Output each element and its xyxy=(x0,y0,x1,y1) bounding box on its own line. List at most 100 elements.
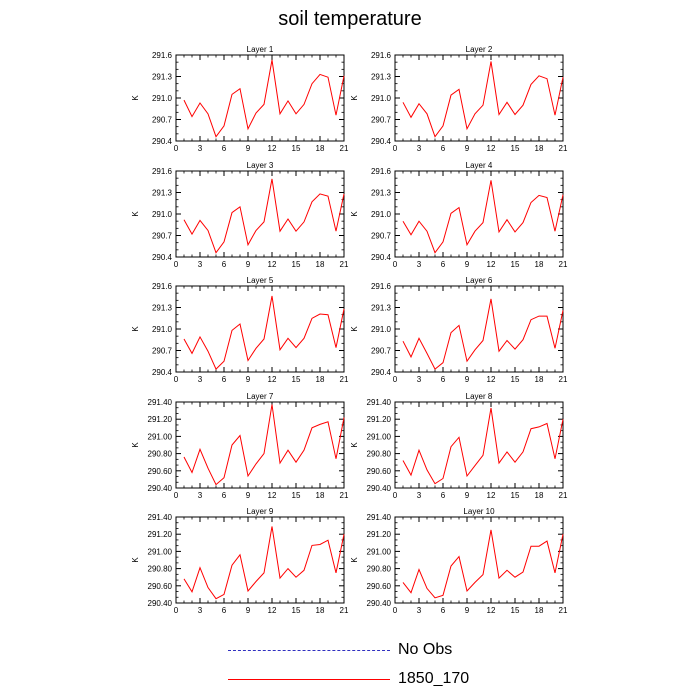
x-tick-label: 12 xyxy=(268,606,277,615)
x-tick-label: 0 xyxy=(393,375,398,384)
y-axis-label: K xyxy=(131,326,140,332)
x-tick-label: 18 xyxy=(316,260,325,269)
x-tick-label: 0 xyxy=(393,260,398,269)
y-tick-label: 291.00 xyxy=(367,547,392,556)
y-tick-label: 291.3 xyxy=(371,73,392,82)
panel-layer-3: Layer 3 K 0 3 6 9 12 15 18 21 290.4 290.7 291.0 291.3… xyxy=(131,161,349,269)
panel-title: Layer 8 xyxy=(466,392,493,401)
plot-frame xyxy=(175,285,345,373)
x-tick-label: 18 xyxy=(535,260,544,269)
y-axis-label: K xyxy=(350,95,359,101)
legend-label: No Obs xyxy=(398,641,453,658)
panel-title: Layer 10 xyxy=(463,507,495,516)
panel-layer-4: Layer 4 K 0 3 6 9 12 15 18 21 290.4 290.7 291.0 291.3… xyxy=(350,161,568,269)
x-tick-label: 6 xyxy=(222,491,227,500)
x-tick-label: 15 xyxy=(292,375,301,384)
x-tick-label: 0 xyxy=(174,260,179,269)
y-tick-label: 291.20 xyxy=(367,530,392,539)
panel-title: Layer 3 xyxy=(247,161,274,170)
x-tick-label: 6 xyxy=(441,260,446,269)
x-tick-label: 12 xyxy=(268,260,277,269)
x-tick-label: 12 xyxy=(487,144,496,153)
panel-layer-2: Layer 2 K 0 3 6 9 12 15 18 21 290.4 290.7 291.0 291.3… xyxy=(350,45,568,153)
plot-frame xyxy=(394,401,564,489)
x-tick-label: 6 xyxy=(441,491,446,500)
x-tick-label: 3 xyxy=(417,606,422,615)
x-tick-label: 6 xyxy=(222,144,227,153)
x-tick-label: 9 xyxy=(246,144,251,153)
y-tick-label: 290.80 xyxy=(367,450,392,459)
y-tick-label: 291.3 xyxy=(371,189,392,198)
panel-title: Layer 5 xyxy=(247,276,274,285)
y-tick-label: 291.3 xyxy=(152,304,173,313)
panel-title: Layer 2 xyxy=(466,45,493,54)
y-tick-label: 290.7 xyxy=(371,116,392,125)
x-tick-label: 3 xyxy=(417,144,422,153)
y-tick-label: 291.00 xyxy=(148,432,173,441)
x-tick-label: 9 xyxy=(465,375,470,384)
y-tick-label: 290.60 xyxy=(148,582,173,591)
x-tick-label: 21 xyxy=(559,606,568,615)
y-tick-label: 291.0 xyxy=(152,210,173,219)
x-tick-label: 21 xyxy=(559,260,568,269)
y-tick-label: 290.4 xyxy=(152,253,173,262)
y-tick-label: 291.6 xyxy=(371,51,392,60)
y-tick-label: 291.40 xyxy=(148,398,173,407)
y-axis-label: K xyxy=(350,211,359,217)
y-axis-label: K xyxy=(350,326,359,332)
x-tick-label: 15 xyxy=(511,491,520,500)
panel-title: Layer 6 xyxy=(466,276,493,285)
x-tick-label: 21 xyxy=(559,491,568,500)
y-tick-label: 290.4 xyxy=(152,368,173,377)
y-tick-label: 290.60 xyxy=(148,467,173,476)
x-tick-label: 12 xyxy=(487,606,496,615)
legend-entry-1850-170: 1850_170 xyxy=(228,670,488,690)
panel-title: Layer 4 xyxy=(466,161,493,170)
x-tick-label: 6 xyxy=(441,606,446,615)
y-tick-label: 291.20 xyxy=(148,415,173,424)
plot-frame xyxy=(175,516,345,604)
x-tick-label: 18 xyxy=(535,375,544,384)
x-tick-label: 0 xyxy=(393,144,398,153)
y-axis-label: K xyxy=(131,211,140,217)
x-tick-label: 21 xyxy=(340,375,349,384)
plot-frame xyxy=(394,170,564,258)
y-axis-label: K xyxy=(350,442,359,448)
x-tick-label: 12 xyxy=(487,491,496,500)
y-tick-label: 291.20 xyxy=(367,415,392,424)
x-tick-label: 0 xyxy=(174,375,179,384)
y-tick-label: 291.0 xyxy=(371,210,392,219)
x-tick-label: 18 xyxy=(535,606,544,615)
x-tick-label: 3 xyxy=(198,606,203,615)
y-tick-label: 291.3 xyxy=(152,73,173,82)
x-tick-label: 18 xyxy=(316,606,325,615)
y-tick-label: 290.7 xyxy=(152,232,173,241)
x-tick-label: 6 xyxy=(441,144,446,153)
x-tick-label: 15 xyxy=(292,260,301,269)
y-tick-label: 290.4 xyxy=(371,253,392,262)
y-tick-label: 290.40 xyxy=(367,484,392,493)
y-tick-label: 291.40 xyxy=(367,398,392,407)
legend-label: 1850_170 xyxy=(398,670,470,687)
y-tick-label: 291.00 xyxy=(367,432,392,441)
x-tick-label: 12 xyxy=(487,260,496,269)
y-tick-label: 291.6 xyxy=(152,282,173,291)
plot-frame xyxy=(175,170,345,258)
y-tick-label: 290.4 xyxy=(152,137,173,146)
series-line xyxy=(402,180,564,254)
panel-layer-7: Layer 7 K 0 3 6 9 12 15 18 21 290.40 290.60 290.80 29… xyxy=(131,392,349,500)
x-tick-label: 0 xyxy=(393,606,398,615)
panel-title: Layer 9 xyxy=(247,507,274,516)
x-tick-label: 9 xyxy=(246,606,251,615)
x-tick-label: 12 xyxy=(268,144,277,153)
y-tick-label: 290.7 xyxy=(152,347,173,356)
panel-title: Layer 1 xyxy=(247,45,274,54)
x-tick-label: 15 xyxy=(292,491,301,500)
y-tick-label: 291.3 xyxy=(152,189,173,198)
plot-frame xyxy=(394,516,564,604)
x-tick-label: 3 xyxy=(198,375,203,384)
series-line xyxy=(183,59,345,138)
panel-layer-1: Layer 1 K 0 3 6 9 12 15 18 21 290.4 290.7 291.0 291.3… xyxy=(131,45,349,153)
y-axis-label: K xyxy=(131,557,140,563)
x-tick-label: 3 xyxy=(198,491,203,500)
